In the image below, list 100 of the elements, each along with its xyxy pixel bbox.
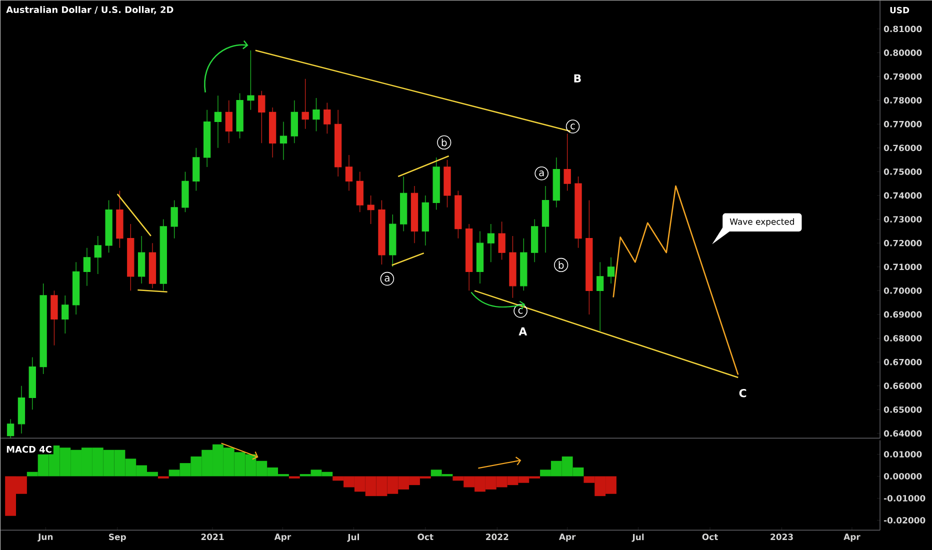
- candlestick: [268, 107, 276, 158]
- y-tick-label: 0.67000: [884, 358, 922, 366]
- annotation: b: [442, 138, 447, 146]
- x-tick-label: 2023: [770, 534, 793, 540]
- y-tick-label: -0.02000: [884, 516, 926, 524]
- y-tick-label: 0.74000: [884, 192, 922, 199]
- candlestick: [302, 78, 309, 130]
- candlestick: [280, 121, 288, 160]
- candlestick: [400, 176, 408, 232]
- y-tick-label: 0.80000: [884, 49, 922, 56]
- candlestick: [214, 95, 222, 148]
- candlestick: [18, 385, 26, 434]
- text: MACD 4C: [6, 446, 52, 453]
- candlestick: [596, 262, 604, 332]
- x-tick-label: Apr: [558, 534, 576, 542]
- candlestick: [40, 283, 47, 374]
- candlestick: [444, 159, 451, 208]
- candlestick: [574, 176, 582, 248]
- annotation: b: [558, 261, 564, 269]
- y-tick-label: 0.64000: [884, 430, 922, 437]
- candlestick: [542, 186, 550, 253]
- candlestick: [94, 236, 102, 274]
- x-tick-label: Oct: [418, 534, 434, 540]
- y-axis-title: USD: [890, 6, 910, 14]
- x-tick-label: Jul: [347, 534, 359, 542]
- x-tick-label: Apr: [844, 534, 860, 542]
- annotation: a: [539, 170, 544, 176]
- y-tick-label: 0.66000: [884, 382, 922, 389]
- y-tick-label: 0.01000: [884, 451, 922, 458]
- candlestick: [389, 214, 396, 268]
- candlestick: [6, 418, 14, 438]
- candlestick: [170, 200, 178, 239]
- candlestick: [520, 238, 528, 291]
- candlestick: [410, 186, 418, 244]
- candlestick: [116, 190, 124, 248]
- candlestick: [498, 221, 506, 260]
- y-tick-label: 0.75000: [884, 168, 922, 175]
- candlestick: [138, 236, 146, 284]
- candlestick: [62, 295, 69, 334]
- candlestick: [334, 109, 342, 177]
- candlestick: [356, 171, 364, 212]
- y-tick-label: -0.01000: [884, 494, 926, 502]
- y-tick-label: 0.69000: [884, 311, 922, 318]
- candlestick: [160, 218, 167, 291]
- candlestick: [552, 157, 560, 208]
- candlestick: [324, 102, 331, 134]
- y-tick-label: 0.79000: [884, 73, 922, 80]
- candlestick: [127, 224, 134, 291]
- candlestick: [225, 100, 232, 144]
- candlestick: [607, 256, 615, 284]
- y-tick-label: 0.70000: [884, 287, 922, 294]
- candlestick: [531, 218, 538, 262]
- candlestick: [83, 247, 91, 286]
- candlestick: [345, 154, 353, 191]
- y-tick-label: 0.00000: [884, 473, 922, 480]
- candlestick: [236, 92, 244, 139]
- candlestick: [192, 148, 200, 191]
- x-tick-label: 2022: [486, 534, 508, 540]
- candlestick: [367, 195, 374, 224]
- candlestick: [28, 356, 36, 410]
- annotation: C: [739, 388, 746, 398]
- y-tick-label: 0.77000: [884, 120, 922, 128]
- x-tick-label: Sep: [109, 534, 126, 542]
- candlestick: [148, 242, 156, 289]
- candlestick: [432, 157, 440, 210]
- text: Australian Dollar / U.S. Dollar, 2D: [6, 6, 174, 14]
- candlestick: [72, 262, 80, 315]
- x-tick-label: Apr: [274, 534, 292, 542]
- x-tick-label: Jul: [632, 534, 644, 542]
- candlestick: [487, 224, 494, 262]
- y-tick-label: 0.72000: [884, 240, 922, 246]
- annotation: B: [574, 74, 581, 82]
- x-tick-label: Oct: [702, 534, 718, 540]
- candlestick: [465, 224, 473, 291]
- candlestick: [378, 200, 386, 265]
- y-tick-label: 0.73000: [884, 216, 922, 222]
- y-tick-label: 0.81000: [884, 26, 922, 32]
- candlestick: [564, 133, 571, 191]
- annotation: Wave expected: [730, 218, 794, 226]
- y-tick-label: 0.68000: [884, 334, 922, 342]
- candlestick: [50, 290, 58, 346]
- annotation: A: [518, 327, 528, 336]
- candlestick: [476, 230, 484, 284]
- x-tick-label: Jun: [38, 534, 53, 542]
- candlestick: [247, 50, 254, 110]
- y-tick-label: 0.71000: [884, 264, 922, 270]
- candlestick: [105, 200, 112, 253]
- annotation: c: [570, 124, 575, 130]
- candlestick: [258, 90, 266, 144]
- y-tick-label: 0.65000: [884, 406, 922, 413]
- y-tick-label: 0.76000: [884, 144, 922, 152]
- annotation: a: [384, 276, 390, 282]
- candlestick: [454, 190, 462, 239]
- candlestick: [509, 236, 516, 298]
- candlestick: [182, 171, 189, 212]
- candlestick: [290, 100, 298, 144]
- x-tick-label: 2021: [201, 534, 224, 540]
- y-tick-label: 0.78000: [884, 97, 922, 104]
- candlestick: [203, 109, 211, 168]
- candlestick: [422, 195, 429, 246]
